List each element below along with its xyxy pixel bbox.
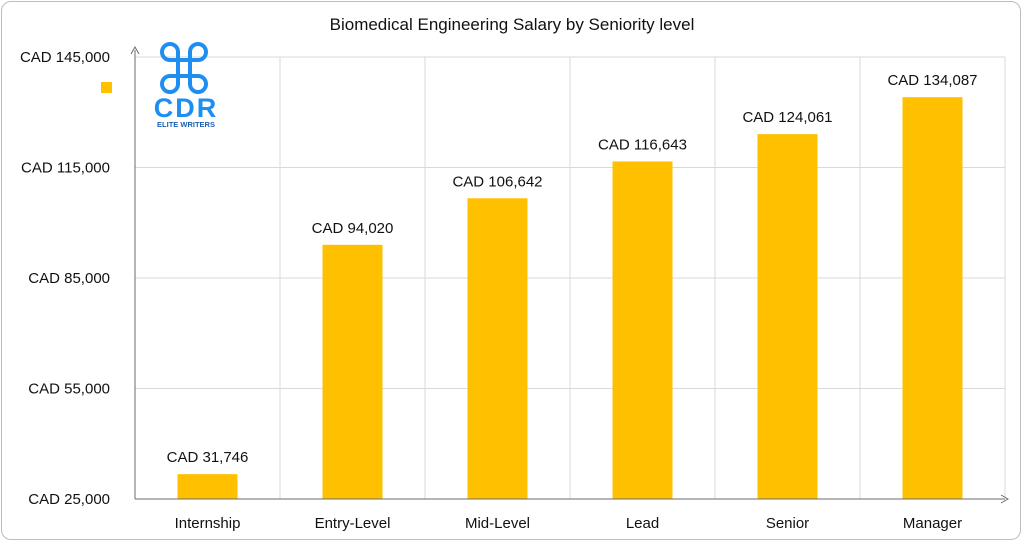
y-tick-label: CAD 25,000 <box>28 491 110 508</box>
chart-title: Biomedical Engineering Salary by Seniori… <box>330 15 695 34</box>
y-axis-ticks: CAD 25,000 CAD 55,000 CAD 85,000 CAD 115,00… <box>20 49 110 508</box>
data-label: CAD 116,643 <box>598 136 687 153</box>
x-category-label: Manager <box>903 515 962 532</box>
x-axis-categories: Internship Entry-Level Mid-Level Lead Senior… <box>175 515 963 532</box>
y-tick-label: CAD 85,000 <box>28 270 110 287</box>
bars <box>177 97 963 500</box>
x-category-label: Mid-Level <box>465 515 530 532</box>
x-category-label: Internship <box>175 515 241 532</box>
legend-marker <box>101 82 112 93</box>
y-tick-label: CAD 115,000 <box>21 160 110 177</box>
bar <box>612 161 673 499</box>
y-tick-label: CAD 145,000 <box>20 49 110 66</box>
data-label: CAD 94,020 <box>312 220 394 237</box>
data-label: CAD 106,642 <box>452 173 542 190</box>
y-axis-arrow <box>130 45 140 55</box>
cdr-logo: CDR ELITE WRITERS <box>154 42 219 129</box>
y-tick-label: CAD 55,000 <box>28 381 110 398</box>
logo-symbol <box>160 42 208 94</box>
x-axis-arrow <box>1000 494 1010 504</box>
bar <box>902 97 963 499</box>
bar <box>467 198 528 500</box>
x-category-label: Lead <box>626 515 659 532</box>
data-label: CAD 124,061 <box>742 109 832 126</box>
bar <box>322 244 383 499</box>
data-label: CAD 31,746 <box>167 449 249 466</box>
bar <box>177 474 238 499</box>
data-label: CAD 134,087 <box>887 72 977 89</box>
data-labels: CAD 31,746 CAD 94,020 CAD 106,642 CAD 116,6… <box>167 72 978 466</box>
logo-tagline: ELITE WRITERS <box>157 120 215 129</box>
logo-text: CDR <box>154 93 219 123</box>
x-category-label: Senior <box>766 515 809 532</box>
bar <box>757 134 818 500</box>
x-category-label: Entry-Level <box>315 515 391 532</box>
gridlines <box>135 56 1006 499</box>
